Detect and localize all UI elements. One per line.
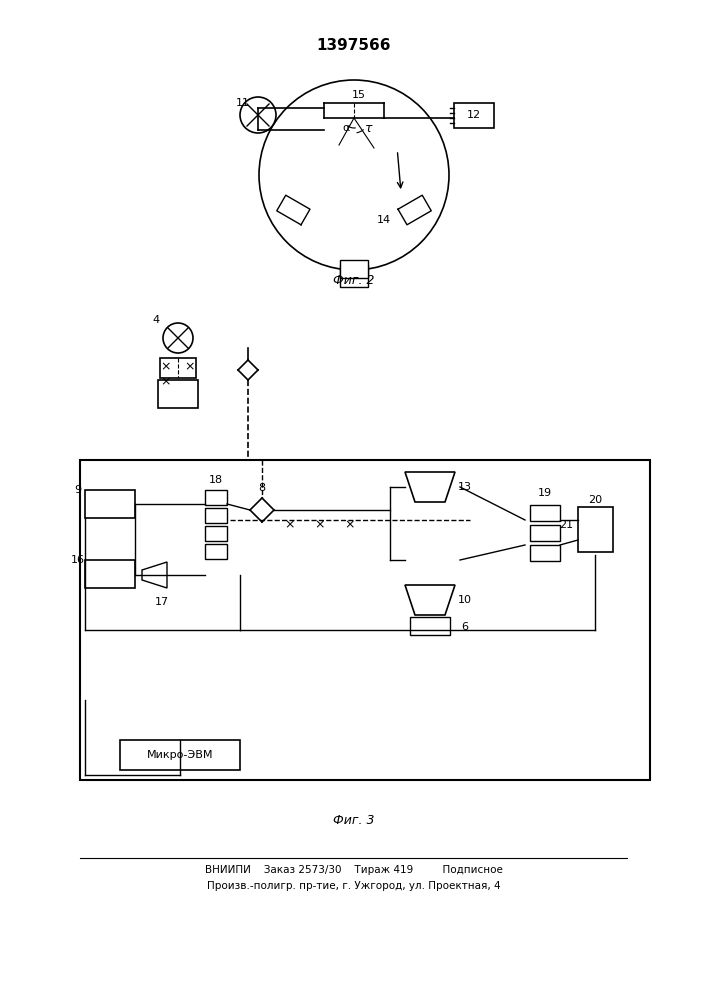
Text: Микро-ЭВМ: Микро-ЭВМ [147, 750, 214, 760]
Text: ×: × [160, 360, 171, 373]
Bar [454, 103, 494, 128]
Text: 4: 4 [153, 315, 160, 325]
Text: ×: × [185, 360, 195, 373]
Text: ×: × [285, 518, 296, 532]
Text: 17: 17 [155, 597, 169, 607]
Polygon shape [405, 585, 455, 615]
Bar [160, 358, 196, 378]
Text: 9: 9 [74, 485, 81, 495]
Text: 13: 13 [458, 482, 472, 492]
Circle shape [240, 97, 276, 133]
Text: 12: 12 [467, 110, 481, 120]
Bar [120, 740, 240, 770]
Text: ×: × [160, 375, 171, 388]
Bar [205, 544, 227, 559]
Text: ВНИИПИ    Заказ 2573/30    Тираж 419         Подписное: ВНИИПИ Заказ 2573/30 Тираж 419 Подписное [205, 865, 503, 875]
Bar [340, 260, 368, 278]
Circle shape [163, 323, 193, 353]
Text: 15: 15 [352, 90, 366, 100]
Bar [85, 560, 135, 588]
Bar [158, 380, 198, 408]
Text: 10: 10 [458, 595, 472, 605]
Text: ×: × [315, 518, 325, 532]
Bar [530, 525, 560, 541]
Bar [530, 545, 560, 561]
Bar [205, 490, 227, 505]
Text: 11: 11 [236, 98, 250, 108]
Bar [340, 265, 368, 287]
Text: 8: 8 [259, 483, 266, 493]
Text: Фиг. 3: Фиг. 3 [333, 814, 375, 826]
Bar [205, 526, 227, 541]
Text: α: α [342, 123, 350, 133]
Bar [80, 460, 650, 780]
Text: 16: 16 [71, 555, 85, 565]
Circle shape [259, 80, 449, 270]
Bar [410, 617, 450, 635]
Text: ×: × [345, 518, 355, 532]
Text: Фиг. 2: Фиг. 2 [333, 273, 375, 286]
Text: τ: τ [366, 121, 373, 134]
Polygon shape [142, 562, 167, 588]
Text: 19: 19 [538, 488, 552, 498]
Bar [578, 507, 613, 552]
Polygon shape [405, 472, 455, 502]
Text: 6: 6 [462, 622, 469, 632]
Bar [205, 508, 227, 523]
Text: 18: 18 [209, 475, 223, 485]
Bar [530, 505, 560, 521]
Text: Произв.-полигр. пр-тие, г. Ужгород, ул. Проектная, 4: Произв.-полигр. пр-тие, г. Ужгород, ул. … [207, 881, 501, 891]
Text: 20: 20 [588, 495, 602, 505]
Text: 1397566: 1397566 [317, 37, 391, 52]
Text: 14: 14 [377, 215, 391, 225]
Bar [85, 490, 135, 518]
Text: 21: 21 [559, 520, 573, 530]
